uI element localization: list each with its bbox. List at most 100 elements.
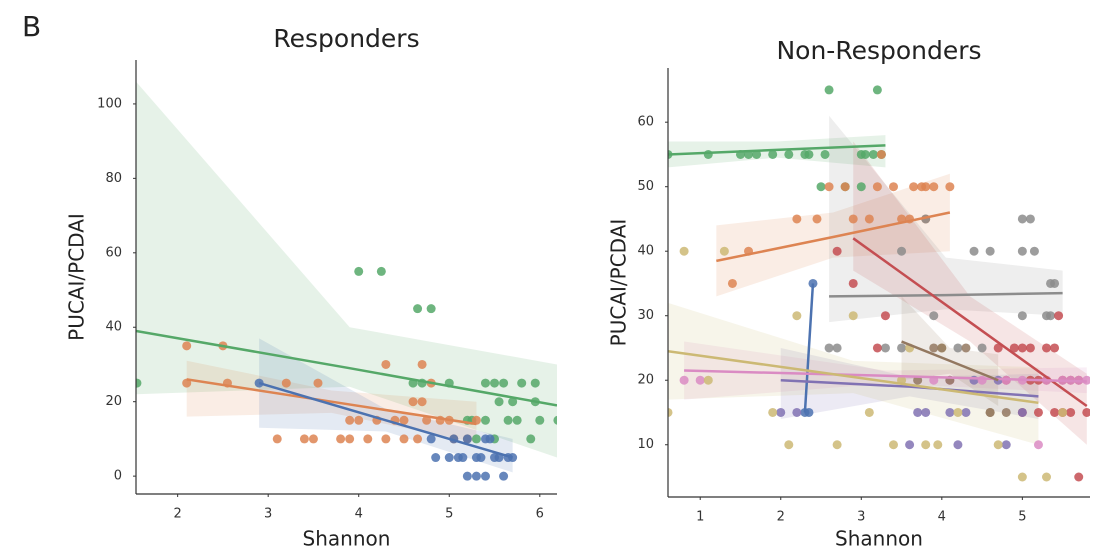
regression-line bbox=[780, 378, 1039, 398]
point bbox=[937, 343, 947, 353]
point bbox=[1017, 214, 1027, 224]
x-tick-label: 4 bbox=[355, 507, 363, 522]
point bbox=[508, 397, 518, 407]
point bbox=[848, 214, 858, 224]
x-tick-label: 3 bbox=[264, 507, 272, 522]
point bbox=[308, 434, 318, 444]
x-axis-label: Shannon bbox=[835, 527, 923, 551]
point bbox=[517, 378, 527, 388]
regression-line bbox=[829, 291, 1063, 298]
point bbox=[494, 397, 504, 407]
point bbox=[1001, 440, 1011, 450]
point bbox=[1082, 407, 1090, 417]
point bbox=[977, 343, 987, 353]
point bbox=[1058, 407, 1068, 417]
point bbox=[345, 415, 355, 425]
point bbox=[399, 434, 409, 444]
point bbox=[431, 453, 441, 463]
point bbox=[480, 378, 490, 388]
regression-line bbox=[668, 349, 1039, 405]
point bbox=[872, 182, 882, 192]
point bbox=[299, 434, 309, 444]
point bbox=[792, 214, 802, 224]
point bbox=[868, 149, 878, 159]
point bbox=[812, 214, 822, 224]
point bbox=[832, 440, 842, 450]
point bbox=[792, 407, 802, 417]
point bbox=[820, 149, 830, 159]
point bbox=[961, 407, 971, 417]
point bbox=[408, 397, 418, 407]
point bbox=[535, 415, 545, 425]
y-tick-label: 20 bbox=[105, 394, 122, 409]
point bbox=[719, 246, 729, 256]
point bbox=[856, 182, 866, 192]
point bbox=[512, 415, 522, 425]
point bbox=[1066, 407, 1076, 417]
y-tick-label: 30 bbox=[637, 308, 654, 323]
point bbox=[993, 440, 1003, 450]
point bbox=[679, 375, 689, 385]
point bbox=[1017, 472, 1027, 482]
x-tick-label: 4 bbox=[938, 510, 946, 525]
point bbox=[1001, 407, 1011, 417]
point bbox=[804, 407, 814, 417]
point bbox=[354, 415, 364, 425]
confidence-band bbox=[716, 173, 950, 297]
point bbox=[1050, 407, 1060, 417]
point bbox=[953, 407, 963, 417]
regression-line bbox=[803, 283, 815, 413]
point bbox=[490, 378, 500, 388]
regression-line bbox=[852, 237, 1088, 408]
point bbox=[1029, 246, 1039, 256]
point bbox=[768, 149, 778, 159]
y-tick-label: 80 bbox=[105, 171, 122, 186]
point bbox=[961, 343, 971, 353]
point bbox=[1017, 311, 1027, 321]
y-tick-label: 20 bbox=[637, 373, 654, 388]
x-tick-label: 3 bbox=[857, 510, 865, 525]
y-tick-label: 100 bbox=[97, 96, 122, 111]
point bbox=[480, 415, 490, 425]
point bbox=[888, 440, 898, 450]
x-tick-label: 5 bbox=[445, 507, 453, 522]
point bbox=[703, 375, 713, 385]
point bbox=[526, 434, 536, 444]
point bbox=[399, 415, 409, 425]
y-axis-label: PUCAI/PCDAI bbox=[65, 213, 89, 341]
point bbox=[679, 246, 689, 256]
point bbox=[426, 434, 436, 444]
point bbox=[727, 278, 737, 288]
y-tick-label: 60 bbox=[105, 245, 122, 260]
y-tick-label: 60 bbox=[637, 115, 654, 130]
point bbox=[413, 304, 423, 314]
y-axis-label: PUCAI/PCDAI bbox=[607, 219, 631, 347]
point bbox=[417, 359, 427, 369]
point bbox=[840, 182, 850, 192]
x-tick-label: 1 bbox=[696, 510, 704, 525]
confidence-band bbox=[853, 141, 1087, 445]
point bbox=[363, 434, 373, 444]
plot-area bbox=[668, 85, 1090, 482]
point bbox=[499, 378, 509, 388]
point bbox=[1017, 343, 1027, 353]
point bbox=[1054, 311, 1064, 321]
point bbox=[1033, 407, 1043, 417]
x-axis-label: Shannon bbox=[303, 527, 391, 551]
confidence-band bbox=[668, 135, 886, 168]
point bbox=[471, 434, 481, 444]
point bbox=[413, 434, 423, 444]
point bbox=[784, 440, 794, 450]
point bbox=[381, 359, 391, 369]
point bbox=[921, 182, 931, 192]
point bbox=[985, 246, 995, 256]
point bbox=[1050, 343, 1060, 353]
regression-line bbox=[258, 381, 513, 459]
point bbox=[929, 311, 939, 321]
point bbox=[929, 343, 939, 353]
point bbox=[897, 343, 907, 353]
point bbox=[1017, 246, 1027, 256]
point bbox=[824, 343, 834, 353]
regression-line bbox=[186, 378, 477, 426]
